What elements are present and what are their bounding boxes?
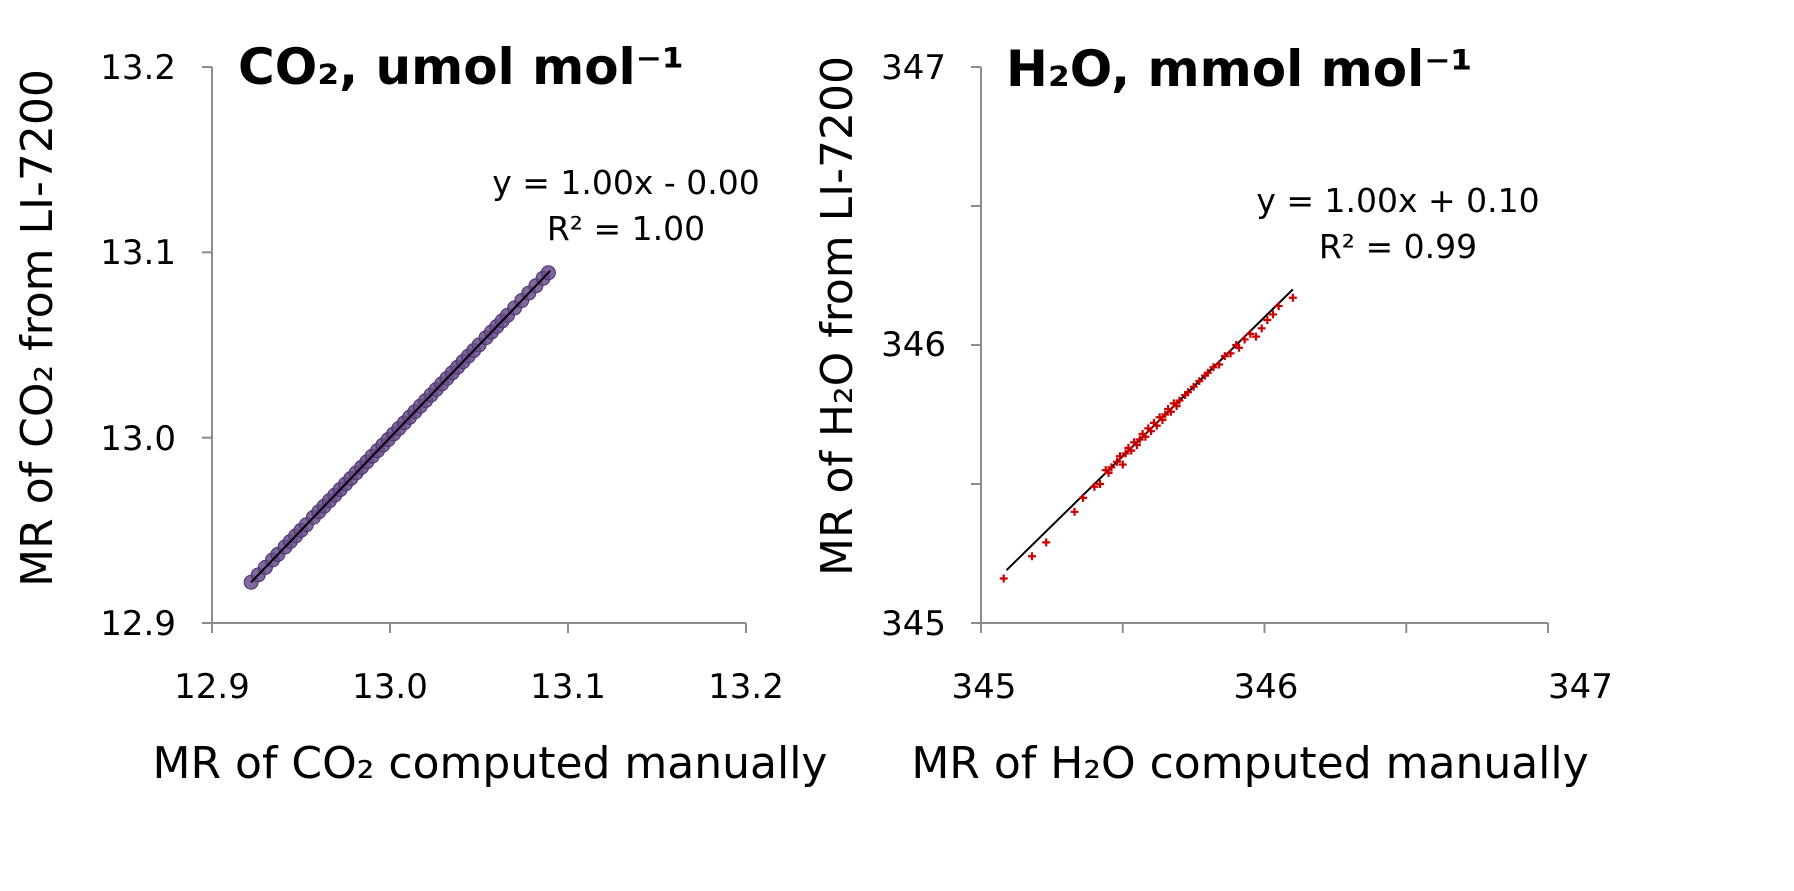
h2o-data-point bbox=[1203, 368, 1212, 377]
co2-y-tick-label: 12.9 bbox=[100, 604, 176, 644]
h2o-data-point bbox=[1107, 463, 1116, 472]
h2o-data-point bbox=[1269, 310, 1278, 319]
h2o-tick-marks bbox=[971, 66, 1549, 633]
h2o-data-point bbox=[1118, 460, 1127, 469]
co2-y-tick-label: 13.1 bbox=[100, 233, 176, 273]
h2o-data-point bbox=[1070, 507, 1079, 516]
co2-x-tick-label: 13.1 bbox=[530, 667, 606, 707]
h2o-data-point bbox=[1226, 349, 1235, 358]
h2o-data-point bbox=[1183, 388, 1192, 397]
h2o-data-point bbox=[1175, 396, 1184, 405]
h2o-data-point bbox=[1079, 493, 1088, 502]
h2o-data-point bbox=[1028, 552, 1037, 561]
h2o-data-marks bbox=[999, 288, 1297, 583]
h2o-y-tick-label: 347 bbox=[881, 48, 946, 88]
h2o-data-point bbox=[1246, 329, 1255, 338]
h2o-data-point bbox=[1189, 382, 1198, 391]
h2o-data-point bbox=[1141, 432, 1150, 441]
co2-y-tick-label: 13.2 bbox=[100, 48, 176, 88]
h2o-data-point bbox=[1257, 324, 1266, 333]
co2-y-axis-title: MR of CO₂ from LI-7200 bbox=[12, 69, 63, 587]
co2-y-tick-label: 13.0 bbox=[100, 419, 176, 459]
h2o-data-point bbox=[1115, 452, 1124, 461]
h2o-data-point bbox=[1096, 480, 1105, 488]
h2o-data-point bbox=[1042, 538, 1051, 547]
co2-chart-title: CO₂, umol mol⁻¹ bbox=[238, 38, 684, 96]
h2o-data-point bbox=[1161, 410, 1170, 419]
h2o-data-point bbox=[1263, 315, 1272, 324]
h2o-x-tick-label: 346 bbox=[1234, 667, 1299, 707]
co2-x-axis-title: MR of CO₂ computed manually bbox=[153, 738, 828, 789]
h2o-r-squared-label: R² = 0.99 bbox=[1319, 227, 1477, 266]
h2o-data-point bbox=[1113, 457, 1122, 466]
h2o-data-point bbox=[999, 574, 1008, 583]
co2-x-tick-label: 13.0 bbox=[352, 667, 428, 707]
h2o-data-point bbox=[1220, 352, 1229, 361]
h2o-data-point bbox=[1135, 435, 1144, 444]
h2o-trendline-equation: y = 1.00x + 0.10 bbox=[1256, 181, 1539, 220]
h2o-data-point bbox=[1195, 377, 1204, 386]
h2o-data-point bbox=[1215, 360, 1224, 369]
h2o-y-axis-title: MR of H₂O from LI-7200 bbox=[812, 56, 863, 576]
h2o-y-tick-label: 345 bbox=[881, 604, 946, 644]
h2o-data-point bbox=[1158, 416, 1167, 425]
co2-data-marks bbox=[243, 265, 556, 590]
h2o-chart: 345 346 347 345 346 347 H₂O, mmol mol⁻¹ … bbox=[812, 40, 1613, 789]
h2o-data-point bbox=[1104, 468, 1113, 477]
h2o-data-point bbox=[1127, 446, 1136, 455]
co2-chart: 12.9 13.0 13.1 13.2 12.9 13.0 13.1 13.2 … bbox=[12, 38, 827, 789]
h2o-data-point bbox=[1172, 402, 1181, 411]
h2o-x-tick-label: 345 bbox=[952, 667, 1017, 707]
h2o-y-tick-label: 346 bbox=[881, 325, 946, 365]
h2o-data-point bbox=[1288, 293, 1297, 302]
h2o-data-point bbox=[1240, 335, 1249, 344]
co2-tick-marks bbox=[202, 66, 747, 633]
h2o-data-point bbox=[1251, 332, 1260, 341]
h2o-data-point bbox=[1090, 482, 1099, 491]
co2-r-squared-label: R² = 1.00 bbox=[547, 209, 705, 248]
h2o-x-axis-title: MR of H₂O computed manually bbox=[911, 738, 1588, 789]
h2o-data-point bbox=[1166, 407, 1175, 416]
h2o-data-point bbox=[1152, 421, 1161, 430]
h2o-x-tick-label: 347 bbox=[1548, 667, 1613, 707]
h2o-data-point bbox=[1209, 363, 1218, 372]
co2-trendline-equation: y = 1.00x - 0.00 bbox=[492, 163, 760, 202]
co2-x-tick-label: 12.9 bbox=[174, 667, 250, 707]
co2-x-tick-label: 13.2 bbox=[708, 667, 784, 707]
h2o-data-point bbox=[1132, 441, 1141, 450]
h2o-data-point bbox=[1274, 302, 1283, 311]
h2o-data-point bbox=[1121, 449, 1130, 458]
h2o-chart-title: H₂O, mmol mol⁻¹ bbox=[1006, 40, 1473, 98]
h2o-data-point bbox=[1234, 343, 1243, 352]
h2o-data-point bbox=[1147, 427, 1156, 436]
co2-trendline bbox=[250, 270, 551, 583]
